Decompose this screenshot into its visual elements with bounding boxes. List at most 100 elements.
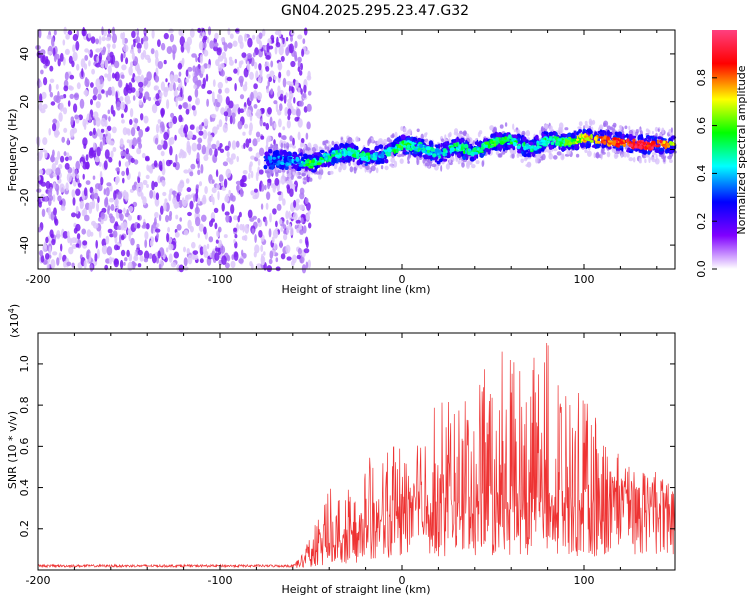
noise-mark [98, 35, 102, 45]
noise-mark [89, 131, 93, 137]
track-core-mark [460, 146, 464, 151]
track-halo-mark [603, 122, 607, 126]
noise-mark [279, 93, 284, 102]
noise-mark [40, 69, 44, 75]
track-band-mark [352, 157, 355, 163]
noise-mark [107, 72, 112, 82]
track-band-mark [585, 143, 591, 149]
noise-mark [214, 252, 220, 261]
noise-mark [219, 143, 223, 148]
track-halo-mark [511, 152, 515, 159]
track-halo-mark [584, 124, 589, 129]
noise-mark [262, 122, 266, 127]
track-halo-mark [544, 123, 549, 130]
track-core-mark [422, 149, 426, 154]
noise-mark [106, 246, 113, 256]
noise-mark [100, 128, 105, 133]
noise-mark [189, 124, 195, 130]
track-band-mark [548, 145, 553, 150]
noise-mark [299, 229, 304, 235]
noise-mark [133, 123, 138, 129]
noise-mark [193, 194, 196, 203]
noise-mark [149, 239, 154, 247]
track-halo-mark [281, 175, 286, 180]
noise-mark [185, 108, 190, 115]
track-halo-mark [441, 138, 445, 142]
noise-mark [212, 79, 216, 87]
track-halo-mark [297, 175, 302, 179]
noise-mark [115, 91, 118, 102]
noise-mark [152, 190, 156, 200]
noise-mark [250, 170, 254, 179]
x-tick-label: -100 [208, 273, 233, 286]
noise-mark [221, 202, 225, 212]
noise-mark [120, 53, 124, 63]
noise-mark [228, 100, 234, 109]
track-band-mark [293, 154, 296, 158]
colorbar: 0.0 0.2 0.4 0.6 0.8 Normalized spectral ampl… [695, 30, 748, 278]
noise-mark [262, 28, 266, 37]
noise-mark [248, 172, 251, 180]
noise-mark [211, 113, 217, 119]
noise-mark [283, 94, 287, 104]
track-band-mark [548, 131, 554, 136]
noise-mark [47, 51, 53, 55]
noise-mark [206, 64, 211, 69]
track-band-mark [625, 133, 629, 138]
track-halo-mark [520, 158, 524, 164]
figure-title: GN04.2025.295.23.47.G32 [281, 3, 469, 19]
noise-mark [53, 215, 57, 224]
noise-mark [146, 184, 149, 188]
noise-mark [56, 230, 61, 240]
noise-mark [83, 89, 89, 96]
track-core-mark [432, 153, 437, 158]
noise-mark [256, 137, 261, 143]
noise-mark [40, 254, 45, 263]
noise-mark [68, 246, 74, 255]
noise-mark [101, 245, 108, 255]
noise-mark [174, 231, 180, 238]
noise-mark [274, 46, 278, 55]
track-core-mark [656, 139, 660, 144]
noise-mark [180, 87, 183, 98]
noise-mark [71, 189, 76, 198]
noise-mark [245, 138, 250, 148]
noise-mark [254, 244, 260, 254]
track-core-mark [664, 144, 668, 150]
track-band-mark [380, 160, 385, 164]
noise-mark [256, 91, 263, 101]
noise-mark [119, 138, 124, 148]
noise-mark [157, 119, 162, 124]
noise-mark [145, 174, 150, 180]
noise-mark [196, 143, 202, 151]
track-halo-mark [626, 152, 630, 158]
track-halo-mark [465, 133, 470, 139]
noise-mark [39, 81, 43, 87]
noise-mark [217, 81, 223, 89]
noise-mark [154, 197, 160, 207]
noise-mark [182, 102, 187, 109]
noise-mark [285, 37, 289, 42]
track-band-mark [410, 152, 413, 155]
noise-mark [107, 109, 111, 115]
y-tick-label: 0 [18, 146, 31, 153]
track-halo-mark [265, 144, 268, 152]
track-halo-mark [638, 127, 641, 132]
track-halo-mark [400, 126, 404, 131]
noise-mark [154, 217, 157, 226]
noise-mark [270, 89, 273, 95]
noise-mark [136, 223, 141, 229]
noise-mark [126, 128, 131, 136]
noise-mark [44, 59, 50, 67]
noise-mark [144, 231, 149, 240]
noise-mark [237, 215, 240, 223]
noise-mark [108, 197, 115, 203]
track-band-mark [517, 149, 522, 154]
noise-mark [216, 124, 220, 130]
noise-mark [230, 204, 235, 215]
noise-mark [104, 149, 110, 160]
noise-mark [257, 158, 261, 166]
noise-mark [151, 224, 154, 234]
noise-mark [269, 212, 272, 223]
track-core-mark [368, 154, 371, 158]
